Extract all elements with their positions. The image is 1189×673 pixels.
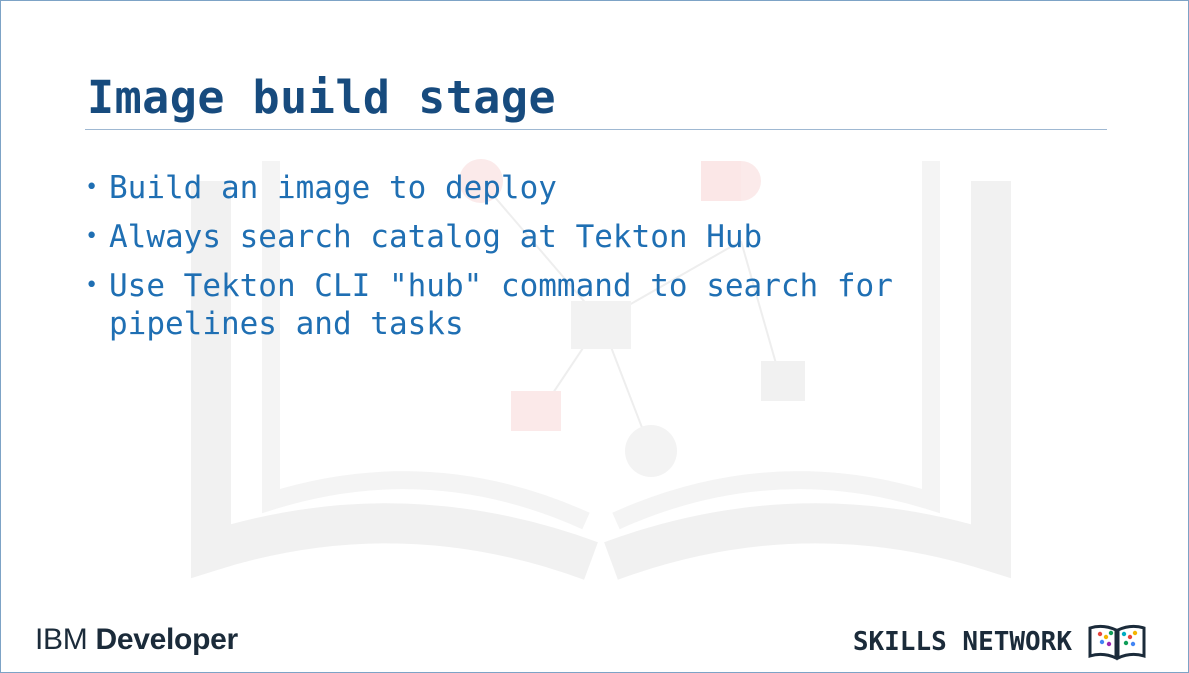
bullet-dot-icon: • xyxy=(85,273,99,298)
book-watermark-icon xyxy=(191,159,1011,580)
brand-name: Developer xyxy=(95,623,238,656)
bullet-dot-icon: • xyxy=(85,175,99,200)
bullet-dot-icon: • xyxy=(85,224,99,249)
ibm-developer-brand: IBM Developer xyxy=(35,623,238,657)
brand-prefix: IBM xyxy=(35,623,88,656)
bullet-list: • Build an image to deploy • Always sear… xyxy=(83,169,1063,354)
skills-network-brand: SKILLS NETWORK xyxy=(853,622,1148,662)
slide-title: Image build stage xyxy=(87,71,557,124)
title-divider xyxy=(85,129,1107,130)
list-item: • Build an image to deploy xyxy=(83,169,1063,207)
bullet-text: Use Tekton CLI "hub" command to search f… xyxy=(109,268,893,342)
open-book-logo-icon xyxy=(1088,624,1146,661)
bullet-text: Always search catalog at Tekton Hub xyxy=(109,219,763,255)
list-item: • Always search catalog at Tekton Hub xyxy=(83,218,1063,256)
bullet-text: Build an image to deploy xyxy=(109,170,557,206)
list-item: • Use Tekton CLI "hub" command to search… xyxy=(83,267,1063,343)
skills-network-label: SKILLS NETWORK xyxy=(852,627,1072,657)
